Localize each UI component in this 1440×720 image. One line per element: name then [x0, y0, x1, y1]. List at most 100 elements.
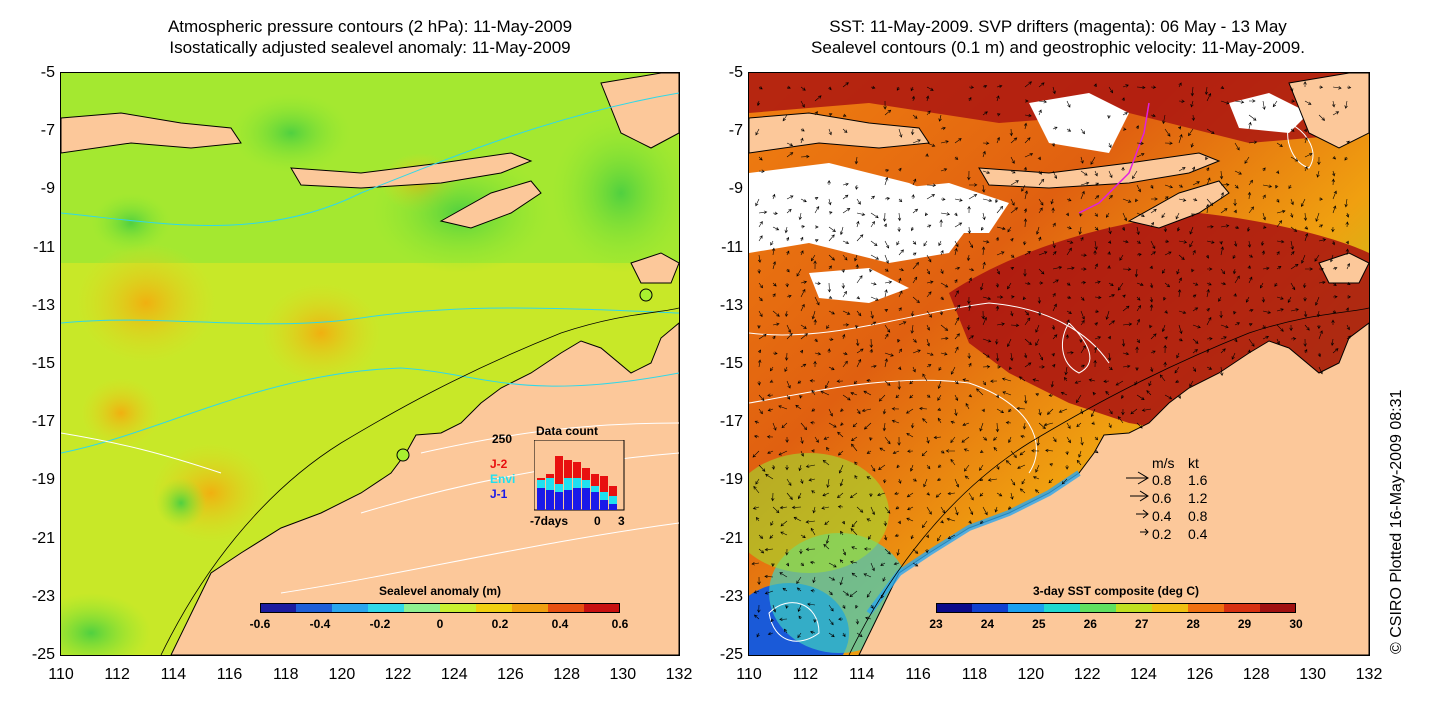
- velocity-arrow: [1192, 181, 1200, 186]
- velocity-arrow: [993, 436, 998, 441]
- velocity-arrow: [966, 254, 971, 262]
- velocity-arrow: [1024, 310, 1030, 316]
- velocity-arrow: [828, 590, 833, 596]
- velocity-arrow: [1136, 304, 1142, 312]
- velocity-arrow: [1093, 83, 1097, 88]
- velocity-arrow: [772, 310, 780, 317]
- velocity-arrow: [1174, 366, 1180, 374]
- velocity-arrow: [979, 449, 984, 453]
- colorbar-tick-label: 30: [1289, 617, 1303, 631]
- velocity-arrow: [1234, 170, 1242, 175]
- velocity-arrow: [800, 562, 805, 567]
- velocity-arrow: [786, 324, 791, 333]
- left-y-tick: -19: [31, 471, 55, 489]
- velocity-arrow: [1150, 333, 1157, 340]
- pressure-contour-white: [420, 422, 679, 454]
- velocity-arrow: [1136, 184, 1141, 193]
- velocity-arrow: [811, 408, 816, 412]
- velocity-arrow: [1332, 111, 1340, 116]
- velocity-arrow: [1192, 338, 1199, 344]
- velocity-arrow: [800, 450, 804, 457]
- sealevel-contour: [1061, 322, 1091, 374]
- velocity-arrow: [758, 464, 766, 472]
- velocity-arrow: [1220, 268, 1226, 275]
- velocity-arrow: [870, 296, 879, 301]
- velocity-arrow: [896, 548, 900, 556]
- velocity-arrow: [810, 589, 816, 593]
- velocity-arrow: [864, 616, 872, 620]
- velocity-arrow: [855, 618, 860, 625]
- velocity-arrow: [1105, 390, 1110, 396]
- velocity-arrow: [828, 128, 832, 136]
- velocity-arrow: [1206, 92, 1212, 102]
- velocity-arrow: [1048, 393, 1054, 397]
- velocity-arrow: [826, 478, 830, 489]
- velocity-arrow: [837, 505, 844, 509]
- velocity-arrow: [996, 84, 1003, 89]
- velocity-arrow: [1247, 191, 1252, 200]
- velocity-arrow: [826, 446, 830, 452]
- velocity-arrow: [1304, 100, 1312, 105]
- sealevel-anomaly-map[interactable]: [60, 72, 680, 656]
- velocity-arrow: [1248, 121, 1252, 130]
- velocity-arrow: [1220, 224, 1230, 228]
- velocity-arrow: [926, 310, 932, 318]
- velocity-arrow: [884, 309, 889, 313]
- tide-gauge-marker[interactable]: [639, 288, 653, 302]
- velocity-arrow: [1094, 436, 1099, 441]
- right-x-tick: 122: [1073, 666, 1101, 683]
- velocity-arrow: [781, 422, 788, 429]
- velocity-arrow: [1130, 408, 1138, 415]
- velocity-arrow: [1234, 322, 1241, 326]
- velocity-arrow: [968, 335, 974, 340]
- velocity-arrow: [854, 461, 858, 466]
- velocity-arrow: [814, 352, 822, 356]
- velocity-arrow: [891, 407, 900, 411]
- colorbar-swatch: [1044, 603, 1081, 613]
- velocity-arrow: [1108, 170, 1113, 179]
- velocity-arrow: [878, 464, 886, 470]
- velocity-arrow: [897, 338, 901, 343]
- velocity-arrow: [772, 604, 777, 613]
- velocity-arrow: [842, 394, 851, 401]
- velocity-arrow: [1052, 303, 1057, 312]
- velocity-arrow: [961, 436, 970, 443]
- velocity-arrow: [854, 254, 858, 262]
- velocity-arrow: [1010, 156, 1015, 164]
- velocity-arrow: [1024, 113, 1032, 118]
- velocity-arrow: [1121, 338, 1126, 347]
- velocity-arrow: [1178, 99, 1185, 103]
- velocity-arrow: [870, 562, 875, 572]
- left-title-line1: Atmospheric pressure contours (2 hPa): 1…: [167, 17, 573, 36]
- velocity-arrow: [767, 393, 774, 397]
- velocity-arrow: [1122, 84, 1129, 88]
- velocity-arrow: [828, 408, 833, 417]
- velocity-arrow: [1290, 337, 1297, 341]
- velocity-arrow: [785, 465, 789, 471]
- velocity-arrow: [1276, 239, 1285, 244]
- velocity-arrow: [937, 534, 942, 542]
- tide-gauge-marker[interactable]: [396, 448, 410, 462]
- right-y-tick: -11: [721, 238, 743, 256]
- colorbar-swatch: [1116, 603, 1153, 613]
- velocity-arrow: [822, 492, 830, 497]
- velocity-arrow: [757, 268, 761, 274]
- velocity-arrow: [1022, 422, 1027, 430]
- velocity-arrow: [910, 128, 915, 136]
- inset-x-right: 3: [618, 514, 625, 528]
- sst-map[interactable]: [748, 72, 1370, 656]
- velocity-arrow: [954, 212, 958, 217]
- velocity-arrow: [1188, 128, 1194, 137]
- velocity-arrow: [771, 492, 775, 502]
- right-y-tick: -23: [719, 587, 743, 605]
- velocity-arrow: [1275, 170, 1280, 175]
- velocity-arrow: [828, 337, 834, 341]
- velocity-arrow: [807, 602, 816, 607]
- velocity-arrow: [1262, 167, 1266, 172]
- velocity-arrow: [797, 604, 802, 612]
- velocity-arrow: [1234, 142, 1240, 151]
- velocity-arrow: [898, 290, 903, 298]
- velocity-arrow: [1345, 307, 1349, 312]
- cloud-cover: [849, 183, 1009, 233]
- velocity-arrow: [1318, 330, 1323, 340]
